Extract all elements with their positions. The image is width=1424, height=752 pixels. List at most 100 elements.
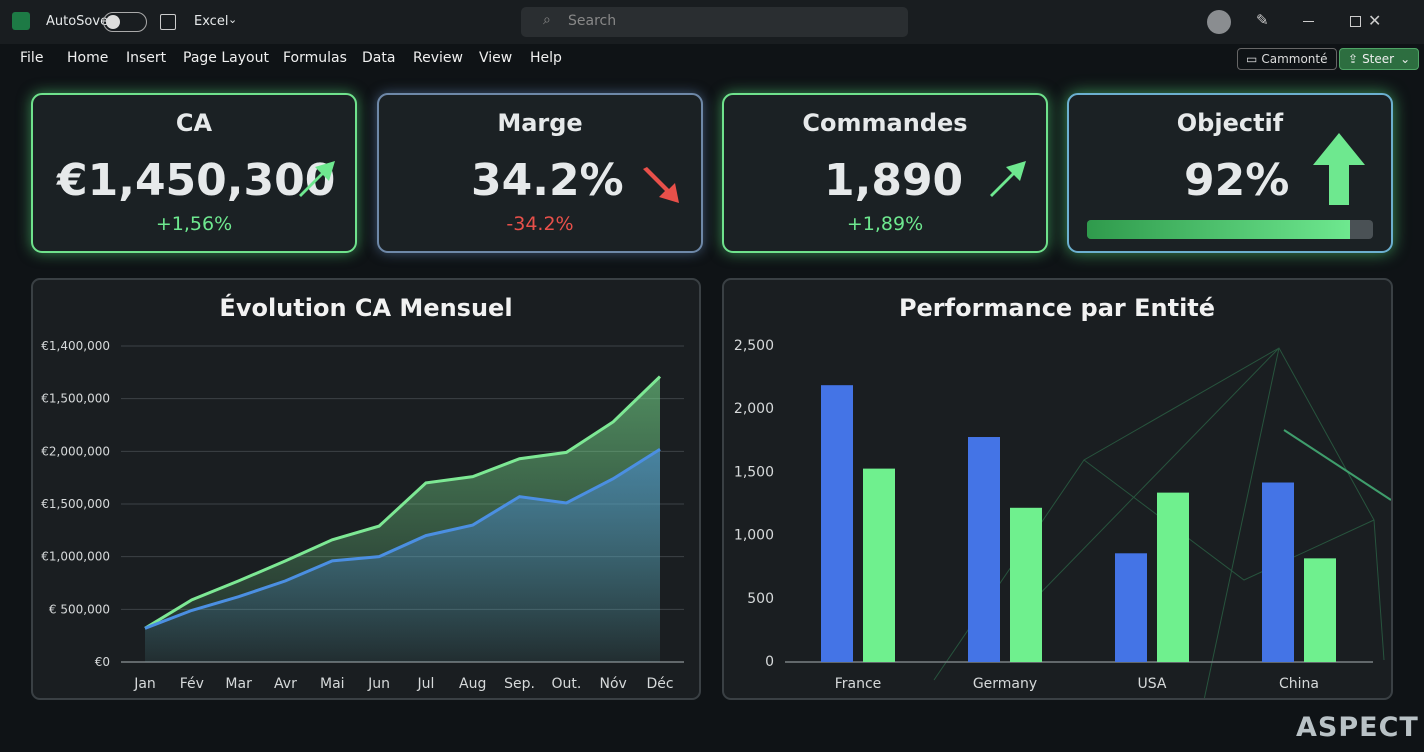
app-dropdown[interactable]: ⌄ <box>228 13 238 26</box>
kpi-title: Marge <box>497 109 583 137</box>
comment-button[interactable]: ▭ Cammonté <box>1237 48 1337 70</box>
y-tick-label: € 500,000 <box>49 602 110 616</box>
x-tick-label: Sep. <box>504 676 535 692</box>
line-chart: Évolution CA Mensuel €0 € 500,000 €1,000,00… <box>41 293 684 692</box>
kpi-title: Objectif <box>1176 109 1284 137</box>
trend-icon <box>643 167 679 203</box>
share-button[interactable]: ⇪ Steer ⌄ <box>1339 48 1420 70</box>
x-tick-label: Germany <box>973 676 1037 692</box>
kpi-value: 92% <box>1184 155 1290 206</box>
menu-item[interactable]: File <box>20 50 44 66</box>
menu-item[interactable]: Insert <box>126 50 167 66</box>
chart-panel: Performance par Entité 0 500 1,000 1,500 2,00… <box>722 278 1393 700</box>
bar <box>968 437 1000 662</box>
background-network <box>933 347 1391 698</box>
menu-item[interactable]: Data <box>362 50 396 66</box>
avatar[interactable] <box>1207 10 1231 34</box>
share-icon: ⇪ <box>1348 52 1359 66</box>
chart-title: Évolution CA Mensuel <box>219 293 512 322</box>
menu-item[interactable]: View <box>479 50 513 66</box>
x-tick-label: Déc <box>646 676 673 692</box>
save-icon[interactable] <box>160 14 176 30</box>
line <box>144 447 661 630</box>
menu-item[interactable]: Review <box>413 50 463 66</box>
kpi-card: Marge 34.2% -34.2% <box>377 93 703 253</box>
brand-logo: ASPECT <box>1296 712 1419 743</box>
kpi-delta: +1,56% <box>155 213 233 235</box>
progress-fill <box>1087 220 1351 239</box>
trend-icon <box>299 161 335 197</box>
bar <box>1010 507 1042 662</box>
area <box>145 449 660 662</box>
bar <box>821 385 853 662</box>
bar <box>1157 492 1189 662</box>
y-tick-label: 0 <box>765 654 774 670</box>
dropdown-icon: ⌄ <box>1400 52 1411 66</box>
kpi-value: 34.2% <box>471 155 624 206</box>
x-tick-label: Avr <box>274 676 297 692</box>
x-tick-label: Jan <box>133 676 156 692</box>
close-button[interactable]: ✕ <box>1368 11 1382 30</box>
x-tick-label: Mar <box>225 676 252 692</box>
trend-icon <box>1313 133 1365 205</box>
arrow-up-right <box>299 161 335 197</box>
y-tick-label: 500 <box>747 591 774 607</box>
minimize-button[interactable] <box>1303 21 1314 22</box>
x-tick-label: Out. <box>551 676 581 692</box>
x-tick-label: Mai <box>320 676 345 692</box>
kpi-value: 1,890 <box>824 155 964 206</box>
search-icon: ⌕ <box>543 12 551 28</box>
x-tick-label: France <box>835 676 882 692</box>
arrow-up <box>1313 133 1365 205</box>
autosave-toggle[interactable] <box>103 12 147 32</box>
y-tick-label: 1,000 <box>734 528 774 544</box>
kpi-card: Objectif 92% <box>1067 93 1393 253</box>
x-tick-label: Jun <box>367 676 390 692</box>
y-tick-label: 1,500 <box>734 464 774 480</box>
kpi-card: CA €1,450,300 +1,56% <box>31 93 357 253</box>
button-label: Cammonté <box>1261 52 1328 66</box>
trend-icon <box>990 161 1026 197</box>
restore-button[interactable] <box>1350 16 1361 27</box>
chart-title: Performance par Entité <box>899 294 1215 322</box>
kpi-delta: -34.2% <box>506 213 574 235</box>
y-tick-label: 2,500 <box>734 338 774 354</box>
menu-item[interactable]: Home <box>67 50 109 66</box>
search-box[interactable]: ⌕ Search <box>521 7 908 37</box>
menu-item[interactable]: Page Layout <box>183 50 269 66</box>
y-tick-label: 2,000 <box>734 401 774 417</box>
title-bar: AutoSove Excel ⌄ ⌕ Search ✎ ✕ <box>0 0 1424 44</box>
x-tick-label: USA <box>1138 676 1167 692</box>
progress-track <box>1087 220 1373 239</box>
x-tick-label: Aug <box>459 676 486 692</box>
y-tick-label: €2,000,000 <box>41 444 110 458</box>
menu-item[interactable]: Formulas <box>283 50 347 66</box>
line <box>144 375 662 630</box>
kpi-title: CA <box>175 109 213 137</box>
button-label: Steer <box>1362 52 1395 66</box>
y-tick-label: €1,400,000 <box>41 339 110 353</box>
x-tick-label: Fév <box>180 676 204 692</box>
x-tick-label: Jul <box>416 676 434 692</box>
y-tick-label: €1,000,000 <box>41 550 110 564</box>
app-name[interactable]: Excel <box>194 14 229 29</box>
y-tick-label: €1,500,000 <box>41 497 110 511</box>
y-tick-label: €0 <box>95 655 110 669</box>
autosave-label: AutoSove <box>46 14 109 29</box>
search-placeholder: Search <box>568 13 617 29</box>
x-tick-label: Nóv <box>600 676 627 692</box>
excel-icon[interactable] <box>12 12 30 30</box>
pen-icon[interactable]: ✎ <box>1256 11 1269 29</box>
bar <box>1304 558 1336 662</box>
bar-chart: Performance par Entité 0 500 1,000 1,500 2,00… <box>734 294 1373 692</box>
arrow-up-right <box>990 161 1026 197</box>
kpi-delta: +1,89% <box>846 213 924 235</box>
menu-item[interactable]: Help <box>530 50 562 66</box>
kpi-title: Commandes <box>802 109 968 137</box>
y-tick-label: €1,500,000 <box>41 392 110 406</box>
chart-panel: Évolution CA Mensuel €0 € 500,000 €1,000,00… <box>31 278 701 700</box>
comment-icon: ▭ <box>1246 52 1258 66</box>
bar <box>863 468 895 662</box>
bar <box>1115 553 1147 662</box>
